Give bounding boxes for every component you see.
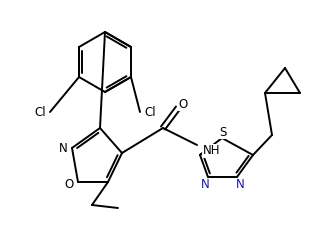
Text: O: O <box>178 97 187 110</box>
Text: N: N <box>200 178 209 192</box>
Text: O: O <box>64 178 74 191</box>
Text: N: N <box>236 178 244 192</box>
Text: S: S <box>219 126 227 138</box>
Text: Cl: Cl <box>34 106 46 119</box>
Text: NH: NH <box>203 144 220 158</box>
Text: N: N <box>59 141 67 154</box>
Text: Cl: Cl <box>144 106 156 119</box>
